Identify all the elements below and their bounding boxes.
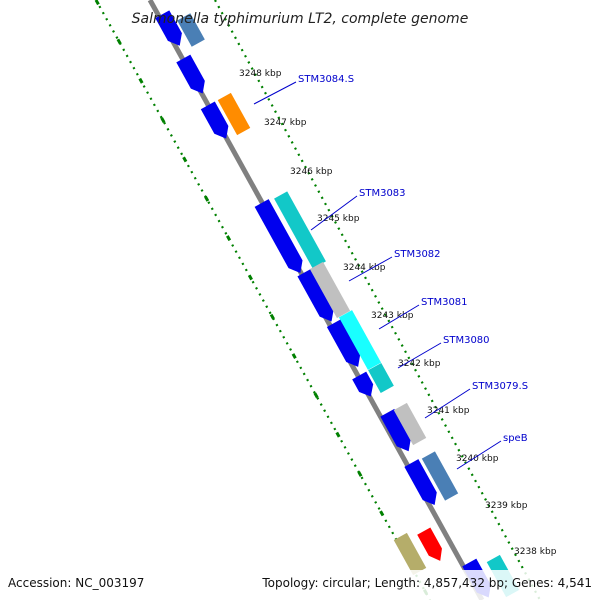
feature-steel-top [177,13,205,47]
feature-blue-5 [326,319,361,367]
gene-label-leader [378,304,420,330]
kbp-tick-label: 3241 kbp [427,406,470,416]
kbp-tick-label: 3246 kbp [290,167,333,177]
gene-label: STM3083 [359,188,406,199]
footer-background [0,570,600,600]
feature-blue-3 [254,199,303,273]
gene-label-leader [456,440,502,470]
gene-label: STM3082 [394,249,441,260]
feature-blue-top [155,10,182,46]
feature-cyan-stm3080 [368,362,394,394]
feature-olive [393,532,427,576]
gene-label-leader [424,388,471,419]
kbp-tick-label: 3239 kbp [485,501,528,511]
genome-summary-text: Topology: circular; Length: 4,857,432 bp… [261,576,592,590]
kbp-tick-label: 3242 kbp [398,359,441,369]
accession-text: Accession: NC_003197 [8,576,144,590]
kbp-tick-label: 3247 kbp [264,118,307,128]
feature-blue-1 [176,54,205,94]
kbp-ticks: 3248 kbp 3247 kbp 3246 kbp 3245 kbp 3244 kbp… [239,69,557,557]
feature-gray-stm3079s [393,402,427,446]
feature-blue-8 [404,459,437,505]
inner-tick-ring [214,0,541,600]
gene-label-leader [310,195,358,231]
kbp-tick-label: 3240 kbp [456,454,499,464]
gene-label-leader [253,81,297,105]
gene-features [155,10,520,598]
kbp-tick-label: 3245 kbp [317,214,360,224]
feature-red [417,527,442,561]
gene-label: STM3084.S [298,74,354,85]
kbp-tick-label: 3243 kbp [371,311,414,321]
feature-gray-stm3082 [309,261,351,319]
outer-tick-ring [95,0,431,600]
feature-blue-7 [380,408,411,452]
gene-label-leader [397,342,442,369]
feature-cyan-stm3083 [274,191,326,269]
gene-label: STM3081 [421,297,468,308]
kbp-tick-label: 3238 kbp [514,547,557,557]
kbp-tick-label: 3248 kbp [239,69,282,79]
map-title: Salmonella typhimurium LT2, complete gen… [132,11,469,27]
feature-blue-4 [297,268,334,322]
feature-blue-6 [352,371,374,397]
feature-blue-2 [200,101,229,139]
feature-steel-speb [421,451,459,501]
kbp-tick-label: 3244 kbp [343,263,386,273]
feature-aqua-stm3081 [338,310,382,370]
feature-orange-stm3084s [217,92,251,136]
gene-label: STM3080 [443,335,490,346]
gene-label: STM3079.S [472,381,528,392]
gene-labels: STM3084.S STM3083 STM3082 STM3081 STM3080 STM… [253,74,528,470]
gene-label: speB [503,433,528,444]
gene-label-leader [348,256,393,282]
